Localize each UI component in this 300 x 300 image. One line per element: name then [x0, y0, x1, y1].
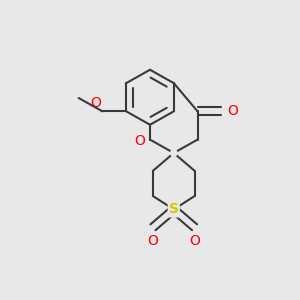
Text: O: O: [227, 104, 238, 118]
Text: S: S: [169, 202, 179, 216]
Text: O: O: [90, 96, 101, 110]
Circle shape: [170, 149, 178, 157]
Text: O: O: [148, 234, 158, 248]
Text: O: O: [134, 134, 145, 148]
Text: O: O: [189, 234, 200, 248]
